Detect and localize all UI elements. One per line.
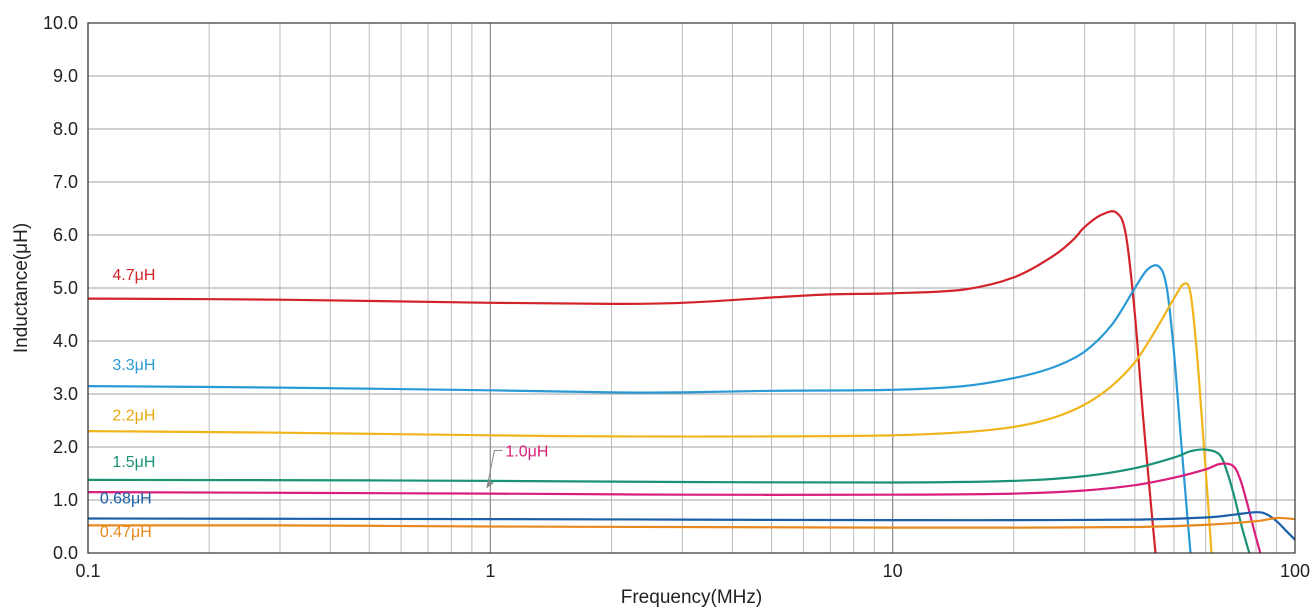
y-tick-label: 4.0 (53, 331, 78, 351)
label-leader-arrow (486, 480, 494, 489)
y-tick-label: 9.0 (53, 66, 78, 86)
series-label: 1.0μH (505, 444, 548, 461)
tick-labels: 0.0 1.0 2.0 3.0 4.0 5.0 6.0 7.0 8.0 9.0 10.0 0.1 1 10… (43, 13, 1310, 581)
y-tick-label: 5.0 (53, 278, 78, 298)
plot-frame (87, 22, 1296, 554)
y-tick-label: 8.0 (53, 119, 78, 139)
label-leader-line (486, 450, 503, 489)
series-label: 4.7μH (112, 267, 155, 284)
series-lines (88, 210, 1295, 553)
y-tick-label: 7.0 (53, 172, 78, 192)
series-line (88, 282, 1213, 553)
y-tick-label: 0.0 (53, 543, 78, 563)
x-axis-title: Frequency(MHz) (621, 587, 762, 608)
y-tick-label: 1.0 (53, 490, 78, 510)
series-line (88, 511, 1295, 541)
x-tick-label: 1 (485, 561, 495, 581)
y-axis-title: Inductance(μH) (11, 223, 32, 353)
series-line (88, 264, 1192, 553)
series-line (88, 516, 1295, 529)
series-label: 3.3μH (112, 357, 155, 374)
series-line (88, 448, 1251, 553)
series-label: 0.68μH (100, 491, 152, 508)
series-line (88, 210, 1157, 553)
grid-lines (87, 22, 1295, 554)
series-label: 1.5μH (112, 454, 155, 471)
y-tick-label: 10.0 (43, 13, 78, 33)
series-label: 2.2μH (112, 408, 155, 425)
x-tick-label: 0.1 (75, 561, 100, 581)
x-tick-label: 10 (883, 561, 903, 581)
y-tick-label: 2.0 (53, 437, 78, 457)
y-tick-label: 6.0 (53, 225, 78, 245)
y-tick-label: 3.0 (53, 384, 78, 404)
series-labels: 4.7μH 3.3μH 2.2μH 1.5μH 1.0μH 0.68μH 0.47μH (100, 267, 549, 541)
series-line (88, 462, 1262, 553)
x-tick-label: 100 (1280, 561, 1310, 581)
series-label: 0.47μH (100, 524, 152, 541)
